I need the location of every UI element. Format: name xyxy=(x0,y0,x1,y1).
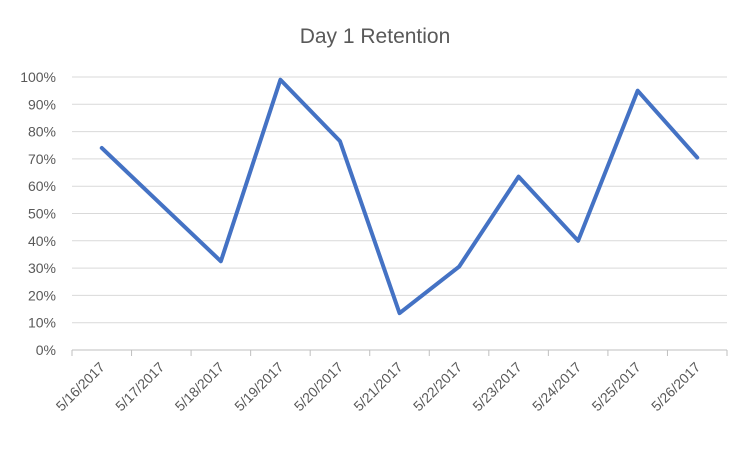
x-axis xyxy=(71,349,728,356)
y-tick-label: 50% xyxy=(28,206,56,222)
x-tick-label: 5/25/2017 xyxy=(588,359,644,415)
x-tick-label: 5/20/2017 xyxy=(291,359,347,415)
x-axis-ticks: 5/16/2017 5/17/2017 5/18/2017 5/19/2017 5/20… xyxy=(53,359,704,415)
y-tick-label: 30% xyxy=(28,260,56,276)
x-tick-label: 5/22/2017 xyxy=(410,359,466,415)
y-tick-label: 70% xyxy=(28,151,56,167)
series-layer xyxy=(99,77,700,316)
y-tick-label: 100% xyxy=(20,69,56,85)
x-tick-label: 5/24/2017 xyxy=(529,359,585,415)
gridlines xyxy=(72,76,727,324)
y-tick-label: 90% xyxy=(28,96,56,112)
x-tick-label: 5/16/2017 xyxy=(53,359,109,415)
x-tick-label: 5/23/2017 xyxy=(469,359,525,415)
x-tick-label: 5/21/2017 xyxy=(350,359,406,415)
x-tick-label: 5/17/2017 xyxy=(112,359,168,415)
y-tick-label: 60% xyxy=(28,178,56,194)
y-tick-label: 10% xyxy=(28,315,56,331)
y-axis-ticks: 0% 10% 20% 30% 40% 50% 60% 70% 80% 90% 100% xyxy=(20,69,56,358)
chart-title: Day 1 Retention xyxy=(300,25,451,48)
x-tick-label: 5/19/2017 xyxy=(231,359,287,415)
y-tick-label: 40% xyxy=(28,233,56,249)
series-line xyxy=(99,77,700,316)
y-tick-label: 80% xyxy=(28,124,56,140)
y-tick-label: 20% xyxy=(28,287,56,303)
y-tick-label: 0% xyxy=(36,342,56,358)
x-tick-label: 5/18/2017 xyxy=(172,359,228,415)
x-tick-label: 5/26/2017 xyxy=(648,359,704,415)
